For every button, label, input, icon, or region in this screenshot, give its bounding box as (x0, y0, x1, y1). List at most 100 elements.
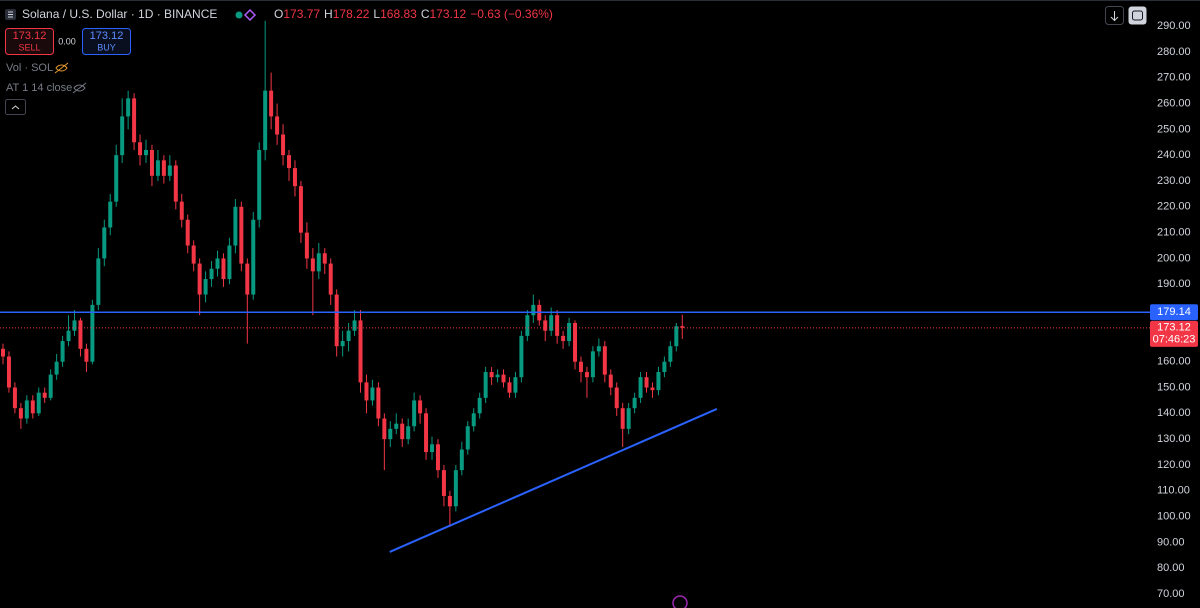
candle-body (96, 258, 101, 305)
y-tick-label: 140.00 (1157, 407, 1191, 419)
candle-body (430, 444, 435, 453)
candle-body (12, 387, 17, 409)
buy-label: BUY (97, 42, 116, 52)
price-axis: 70.00 80.00 90.00 100.00 110.00 120.00 130.00 1… (1150, 20, 1198, 600)
candle-body (340, 341, 345, 347)
candle-body (239, 206, 244, 264)
candle-body (441, 470, 446, 496)
y-tick-label: 210.00 (1157, 227, 1191, 239)
candle-body (567, 322, 572, 342)
candle-body (84, 348, 89, 362)
candle-body (376, 387, 381, 419)
candle-body (650, 387, 655, 391)
c-label: C (421, 7, 430, 21)
candle-body (418, 400, 423, 414)
price-line-label: 179.14 (1157, 306, 1191, 318)
y-tick-label: 260.00 (1157, 97, 1191, 109)
countdown: 07:46:23 (1153, 334, 1196, 346)
candle-body (251, 219, 256, 295)
candle-body (453, 470, 458, 507)
trendline (389, 408, 718, 553)
y-tick-label: 90.00 (1157, 536, 1185, 548)
candle-body (525, 315, 530, 336)
y-tick-label: 290.00 (1157, 20, 1191, 32)
candle-body (126, 98, 131, 117)
candle-body (477, 397, 482, 414)
candle-body (90, 304, 95, 362)
buy-price: 173.12 (90, 30, 124, 42)
candle-body (656, 372, 661, 391)
candle-body (221, 258, 226, 280)
buy-button[interactable] (82, 28, 131, 55)
candle-body (120, 116, 125, 156)
candle-body (18, 408, 23, 419)
candle-body (370, 387, 375, 401)
candle-body (465, 426, 470, 450)
candle-body (316, 253, 321, 272)
candle-body (543, 320, 548, 331)
h-label: H (324, 7, 333, 21)
candle-body (42, 392, 47, 398)
y-tick-label: 160.00 (1157, 356, 1191, 368)
candle-body (173, 165, 178, 202)
candle-body (334, 294, 339, 347)
indicator-label: AT 1 14 close (6, 82, 72, 94)
candle-body (501, 374, 506, 383)
y-tick-label: 270.00 (1157, 72, 1191, 84)
event-icon[interactable] (672, 595, 688, 608)
c-value: 173.12 (429, 7, 466, 21)
collapse-button[interactable] (5, 99, 26, 115)
y-tick-label: 80.00 (1157, 562, 1185, 574)
candle-body (36, 392, 41, 414)
y-tick-label: 150.00 (1157, 381, 1191, 393)
candle-body (400, 423, 405, 440)
y-tick-label: 110.00 (1157, 485, 1190, 497)
candle-body (519, 335, 524, 378)
candle-body (549, 315, 554, 331)
y-tick-label: 190.00 (1157, 278, 1191, 290)
candle-body (310, 258, 315, 272)
y-tick-label: 280.00 (1157, 46, 1191, 58)
network-icon (243, 8, 257, 22)
sell-button[interactable] (5, 28, 54, 55)
hidden-icon[interactable] (72, 82, 87, 94)
y-tick-label: 240.00 (1157, 149, 1191, 161)
hidden-icon[interactable] (54, 62, 69, 74)
candle-body (561, 335, 566, 342)
settings-glyph (1132, 10, 1143, 21)
y-tick-label: 220.00 (1157, 201, 1191, 213)
candle-body (471, 413, 476, 427)
candle-body (66, 330, 71, 342)
candle-body (638, 377, 643, 398)
candle-body (215, 258, 220, 269)
candle-body (197, 263, 202, 295)
candle-body (358, 320, 363, 383)
candle-body (531, 304, 536, 316)
y-tick-label: 250.00 (1157, 123, 1191, 135)
candle-body (435, 444, 440, 471)
settings-button[interactable] (1128, 6, 1147, 25)
candle-body (48, 374, 53, 398)
o-value: 173.77 (283, 7, 320, 21)
candle-body (668, 346, 673, 362)
candle-body (364, 382, 369, 401)
candle-body (263, 90, 268, 150)
candle-body (602, 346, 607, 375)
menu-glyph (8, 11, 13, 18)
candle-body (489, 372, 494, 378)
candle-body (257, 149, 262, 220)
candle-body (590, 351, 595, 378)
y-tick-label: 100.00 (1157, 511, 1191, 523)
header: Solana / U.S. Dollar · 1D · BINANCE O173… (5, 7, 553, 115)
candle-body (406, 426, 411, 440)
y-tick-label: 200.00 (1157, 252, 1191, 264)
sell-label: SELL (18, 42, 40, 52)
candle-body (412, 400, 417, 427)
h-value: 178.22 (333, 7, 370, 21)
candle-body (114, 155, 119, 202)
last-price-label: 173.12 (1157, 322, 1191, 334)
candle-body (155, 160, 160, 176)
candle-body (495, 374, 500, 378)
candle-body (614, 387, 619, 409)
